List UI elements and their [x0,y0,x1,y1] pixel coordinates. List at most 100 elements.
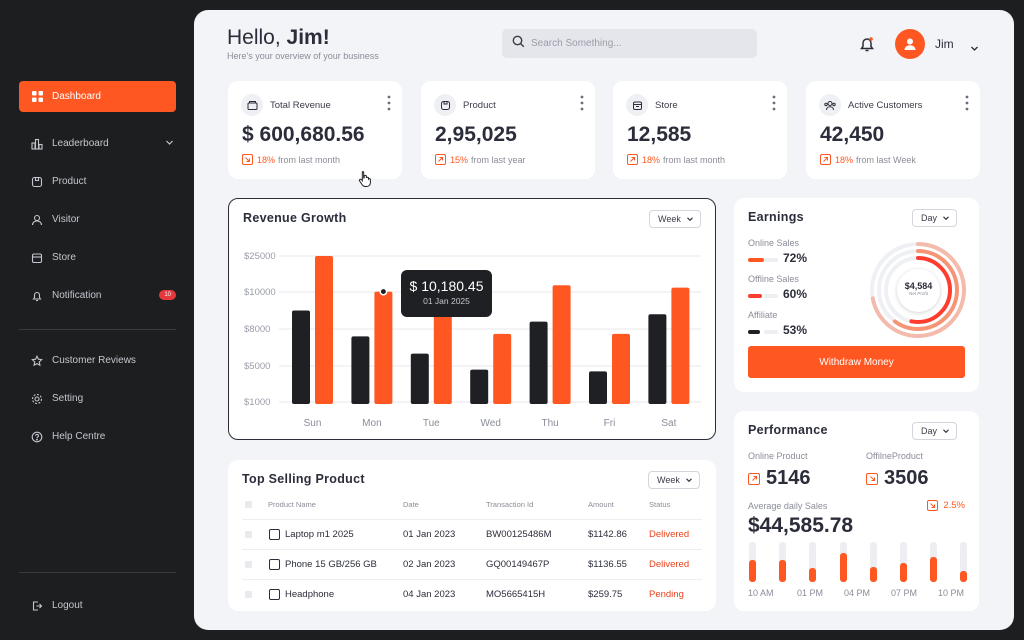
time-tick: 07 PM [891,588,918,598]
more-icon[interactable] [965,95,969,116]
x-tick-label: Mon [362,418,381,429]
earning-label: Online Sales [748,238,800,248]
row-checkbox[interactable] [245,531,252,538]
performance-title: Performance [748,423,828,437]
column-header: Amount [588,500,614,509]
product-name: Phone 15 GB/256 GB [285,559,377,570]
row-checkbox[interactable] [245,591,252,598]
stat-trend: 18% from last month [627,154,725,165]
image-icon [269,559,280,570]
bar[interactable] [671,287,690,404]
sidebar-item-notification[interactable]: Notification 10 [19,280,176,311]
sidebar-item-label: Help Centre [52,431,106,442]
performance-period-dropdown[interactable]: Day [912,422,958,440]
trend-up-icon [748,472,760,485]
product-name: Headphone [285,589,335,600]
bar[interactable] [470,369,489,404]
offline-product-value: 3506 [866,467,929,490]
bar[interactable] [529,321,548,404]
column-header: Status [649,500,671,509]
table-row[interactable]: Phone 15 GB/256 GB 02 Jan 2023 GQ0014946… [242,549,702,579]
more-icon[interactable] [772,95,776,116]
stat-value: 2,95,025 [435,123,517,146]
sidebar-item-label: Visitor [52,214,80,225]
sidebar-item-help-centre[interactable]: Help Centre [19,421,176,452]
status-badge: Delivered [649,529,690,540]
status-badge: Delivered [649,559,690,570]
sidebar-item-visitor[interactable]: Visitor [19,204,176,235]
trend-up-icon [627,154,638,165]
logout-button[interactable]: Logout [19,590,176,621]
trend-down-icon [927,500,939,511]
logout-label: Logout [52,600,83,611]
bar[interactable] [648,314,667,404]
sidebar-item-customer-reviews[interactable]: Customer Reviews [19,345,176,376]
sidebar-item-label: Leaderboard [52,138,109,149]
x-tick-label: Wed [481,418,501,429]
hourly-bar-fill [930,557,938,582]
more-icon[interactable] [387,95,391,116]
search-bar[interactable] [502,29,757,58]
hourly-bar-fill [869,567,877,582]
bar[interactable] [374,291,393,404]
bar[interactable] [351,336,370,404]
image-icon [269,529,280,540]
revenue-period-dropdown[interactable]: Week [649,210,701,228]
hourly-bar [839,542,847,582]
avatar[interactable] [895,29,925,59]
bar[interactable] [433,314,452,404]
earning-pct: 60% [783,287,808,301]
chevron-down-icon[interactable] [970,40,979,58]
user-icon [31,214,43,226]
performance-card: Performance Day Online Product 5146 Offi… [734,411,979,611]
grid-icon [31,91,43,103]
sidebar-item-leaderboard[interactable]: Leaderboard [19,128,176,159]
notification-badge: 10 [159,290,176,300]
earnings-period-dropdown[interactable]: Day [912,209,958,227]
sidebar-divider [19,572,176,573]
store-icon [31,252,43,264]
select-all-checkbox[interactable] [245,501,252,508]
bar[interactable] [292,310,310,405]
earning-pct: 53% [783,323,808,337]
bar[interactable] [552,285,571,404]
bar[interactable] [612,333,630,404]
table-row[interactable]: Laptop m1 2025 01 Jan 2023 BW00125486M $… [242,519,702,549]
withdraw-money-button[interactable]: Withdraw Money [748,346,965,378]
more-icon[interactable] [580,95,584,116]
bar[interactable] [315,256,333,404]
bell-icon [31,290,43,302]
search-icon [512,35,525,53]
notification-bell-icon[interactable] [858,35,876,58]
transaction-id: GQ00149467P [486,559,550,570]
greeting: Hello, Jim! [227,26,330,49]
sidebar-item-setting[interactable]: Setting [19,383,176,414]
sidebar-item-product[interactable]: Product [19,166,176,197]
sidebar-item-label: Dashboard [52,91,101,102]
earning-bar-track [764,330,778,334]
user-name[interactable]: Jim [935,37,954,51]
stat-card-store: Store 12,585 18% from last month [613,81,787,179]
bar[interactable] [589,371,607,404]
trend-down-icon [242,154,253,165]
bar[interactable] [410,353,429,404]
bar[interactable] [493,333,512,404]
hourly-bar-fill [779,560,787,582]
sidebar-item-dashboard[interactable]: Dashboard [19,81,176,112]
earning-bar-track [764,258,778,262]
search-input[interactable] [531,38,741,49]
hourly-bar [869,542,877,582]
y-tick-label: $5000 [244,361,270,372]
sidebar: Dashboard Leaderboard Product Visitor St… [0,0,194,640]
top-selling-period-dropdown[interactable]: Week [648,471,700,489]
stat-label: Product [463,100,496,111]
sidebar-item-store[interactable]: Store [19,242,176,273]
box-icon [31,176,43,188]
trend-up-icon [820,154,831,165]
row-checkbox[interactable] [245,561,252,568]
y-tick-label: $25000 [244,251,276,262]
avg-daily-sales-change: 2.5% [927,500,965,511]
stat-value: 42,450 [820,123,885,146]
hourly-bar [900,542,907,582]
table-row[interactable]: Headphone 04 Jan 2023 MO5665415H $259.75… [242,579,702,609]
